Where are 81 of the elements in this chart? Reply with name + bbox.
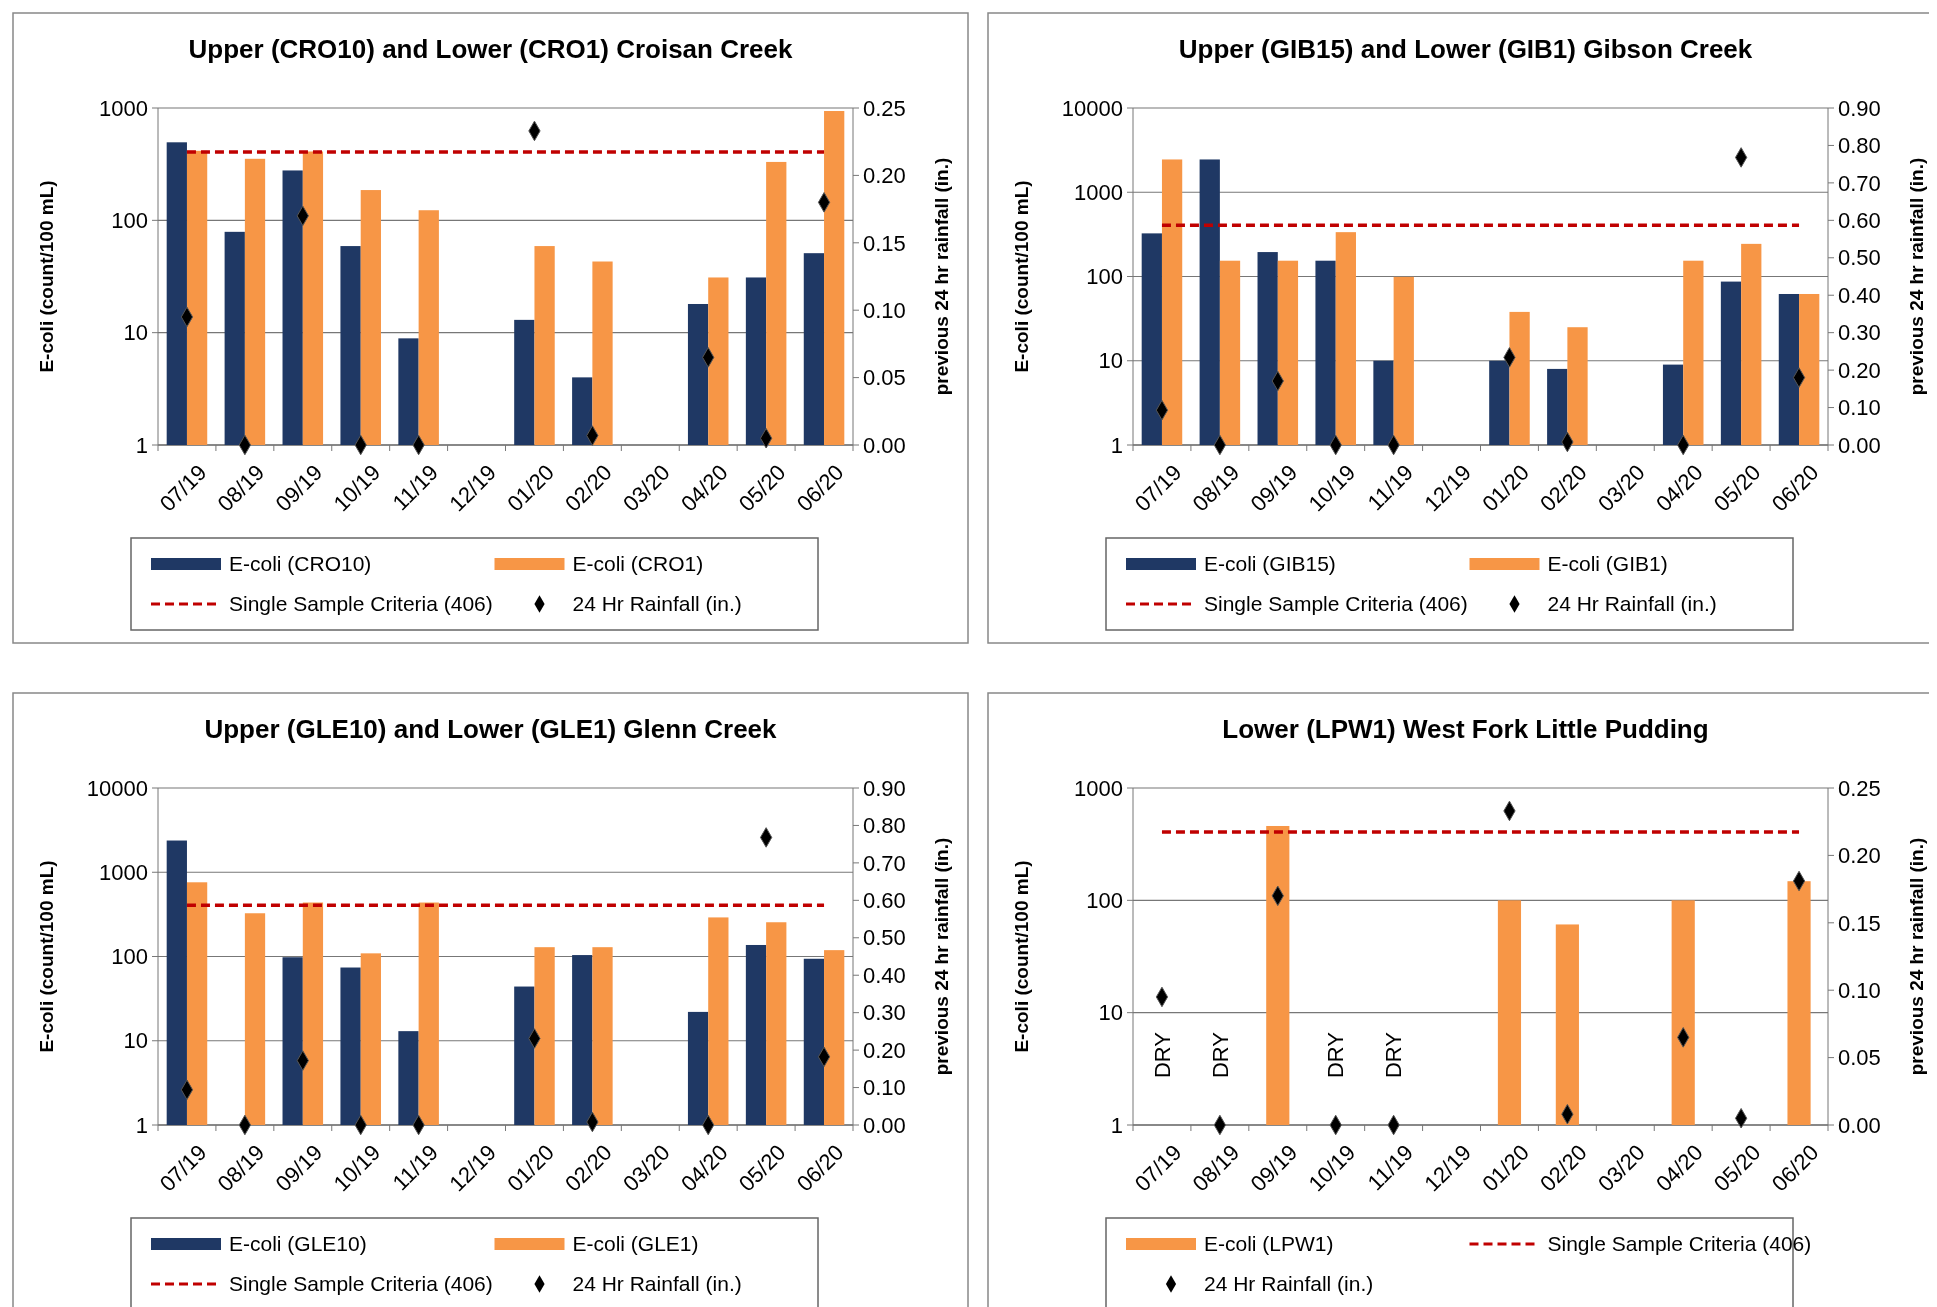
legend-label: E-coli (GLE10) [229, 1232, 367, 1256]
y-axis-title: E-coli (count/100 mL) [36, 180, 57, 373]
legend-label: Single Sample Criteria (406) [1204, 592, 1468, 616]
legend-label: E-coli (GIB1) [1547, 552, 1668, 576]
y-tick-label: 10000 [1061, 95, 1123, 121]
y2-tick-label: 0.40 [863, 962, 906, 988]
y2-tick-label: 0.00 [863, 432, 906, 458]
y2-tick-label: 0.20 [1838, 357, 1881, 383]
y-tick-label: 100 [1086, 264, 1123, 290]
y2-axis-title: previous 24 hr rainfall (in.) [1906, 157, 1927, 396]
y-tick-label: 10 [1098, 1000, 1123, 1026]
y2-tick-label: 0.90 [863, 775, 906, 801]
y-tick-label: 1 [135, 1112, 148, 1138]
legend-label: 24 Hr Rainfall (in.) [1547, 592, 1717, 616]
y-axis-title: E-coli (count/100 mL) [36, 860, 57, 1053]
legend-label: 24 Hr Rainfall (in.) [572, 592, 742, 616]
y-tick-label: 1 [135, 432, 148, 458]
y2-tick-label: 0.10 [1838, 977, 1881, 1003]
y2-tick-label: 0.00 [1838, 1112, 1881, 1138]
y2-tick-label: 0.05 [1838, 1045, 1881, 1071]
y-tick-label: 10000 [86, 775, 148, 801]
y2-tick-label: 0.25 [863, 95, 906, 121]
legend-label: E-coli (LPW1) [1204, 1232, 1334, 1256]
y2-tick-label: 0.10 [863, 1075, 906, 1101]
legend-label: E-coli (CRO10) [229, 552, 372, 576]
y-tick-label: 1000 [1074, 179, 1123, 205]
legend-label: Single Sample Criteria (406) [229, 1272, 493, 1296]
chart-title: Lower (LPW1) West Fork Little Pudding [1222, 714, 1709, 744]
y2-tick-label: 0.20 [863, 163, 906, 189]
y-tick-label: 10 [1098, 348, 1123, 374]
y2-axis-title: previous 24 hr rainfall (in.) [931, 157, 952, 396]
y2-tick-label: 0.40 [1838, 282, 1881, 308]
chart-title: Upper (GLE10) and Lower (GLE1) Glenn Creek [204, 714, 778, 744]
y2-tick-label: 0.70 [863, 850, 906, 876]
y2-tick-label: 0.20 [1838, 843, 1881, 869]
y-tick-label: 1000 [1074, 775, 1123, 801]
y-axis-title: E-coli (count/100 mL) [1011, 180, 1032, 373]
y2-tick-label: 0.10 [1838, 395, 1881, 421]
y2-tick-label: 0.10 [863, 297, 906, 323]
y-tick-label: 10 [123, 320, 148, 346]
y2-tick-label: 0.15 [863, 230, 906, 256]
chart-title: Upper (CRO10) and Lower (CRO1) Croisan Creek [188, 34, 793, 64]
legend-label: 24 Hr Rainfall (in.) [1204, 1272, 1374, 1296]
y2-tick-label: 0.90 [1838, 95, 1881, 121]
y2-tick-label: 0.80 [1838, 133, 1881, 159]
y2-tick-label: 0.25 [1838, 775, 1881, 801]
legend-label: Single Sample Criteria (406) [1547, 1232, 1812, 1256]
y-tick-label: 1 [1110, 432, 1123, 458]
chart-title: Upper (GIB15) and Lower (GIB1) Gibson Creek [1178, 34, 1753, 64]
annotation: DRY [1381, 1031, 1407, 1079]
y2-tick-label: 0.30 [1838, 320, 1881, 346]
y-tick-label: 1 [1110, 1112, 1123, 1138]
y2-tick-label: 0.20 [863, 1037, 906, 1063]
y2-tick-label: 0.60 [1838, 208, 1881, 234]
legend-label: E-coli (CRO1) [572, 552, 704, 576]
legend-label: 24 Hr Rainfall (in.) [572, 1272, 742, 1296]
y-tick-label: 100 [1086, 888, 1123, 914]
y2-tick-label: 0.00 [1838, 432, 1881, 458]
annotation: DRY [1323, 1031, 1349, 1079]
y2-axis-title: previous 24 hr rainfall (in.) [1906, 837, 1927, 1076]
y-tick-label: 1000 [99, 859, 148, 885]
y-axis-title: E-coli (count/100 mL) [1011, 860, 1032, 1053]
y-tick-label: 10 [123, 1028, 148, 1054]
annotation: DRY [1149, 1031, 1175, 1079]
y2-tick-label: 0.70 [1838, 170, 1881, 196]
y2-axis-title: previous 24 hr rainfall (in.) [931, 837, 952, 1076]
legend-label: E-coli (GLE1) [572, 1232, 699, 1256]
y2-tick-label: 0.15 [1838, 910, 1881, 936]
y2-tick-label: 0.60 [863, 888, 906, 914]
y2-tick-label: 0.00 [863, 1112, 906, 1138]
legend-label: E-coli (GIB15) [1204, 552, 1336, 576]
y2-tick-label: 0.30 [863, 1000, 906, 1026]
y2-tick-label: 0.05 [863, 365, 906, 391]
y2-tick-label: 0.50 [863, 925, 906, 951]
y-tick-label: 100 [111, 208, 148, 234]
y-tick-label: 1000 [99, 95, 148, 121]
y2-tick-label: 0.50 [1838, 245, 1881, 271]
y2-tick-label: 0.80 [863, 813, 906, 839]
annotation: DRY [1207, 1031, 1233, 1079]
legend-label: Single Sample Criteria (406) [229, 592, 493, 616]
y-tick-label: 100 [111, 944, 148, 970]
